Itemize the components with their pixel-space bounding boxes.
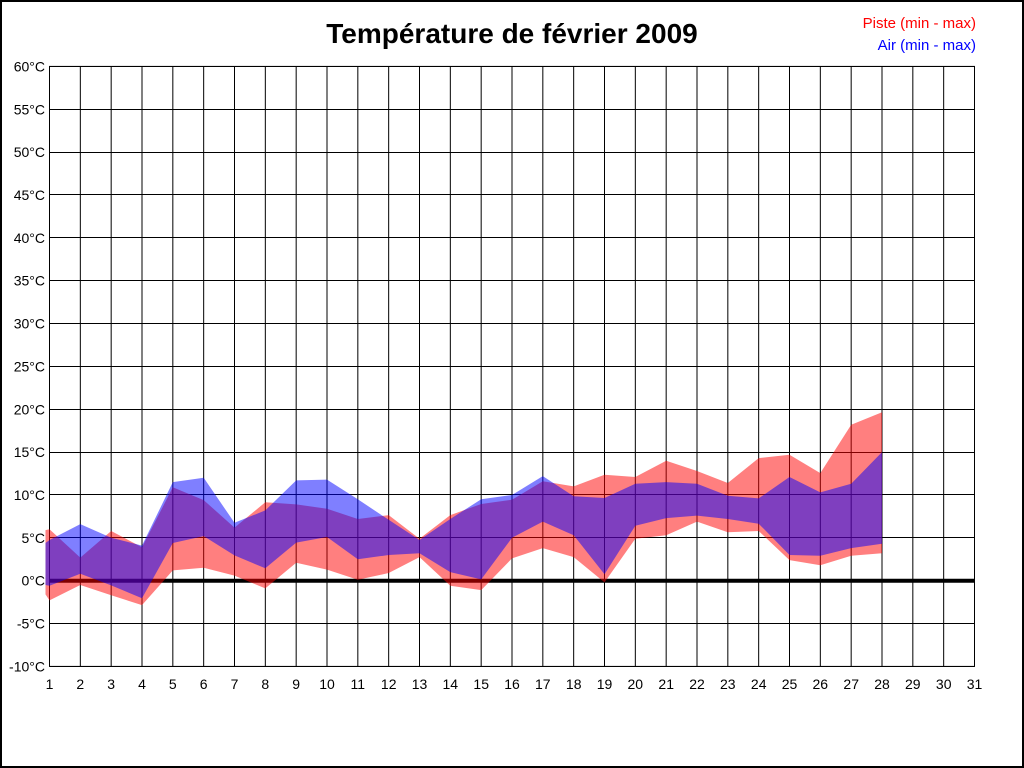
svg-text:20°C: 20°C: [14, 401, 45, 417]
svg-text:-5°C: -5°C: [17, 616, 45, 632]
svg-text:8: 8: [261, 676, 269, 692]
svg-text:21: 21: [658, 676, 674, 692]
svg-text:50°C: 50°C: [14, 144, 45, 160]
svg-text:12: 12: [381, 676, 397, 692]
svg-text:17: 17: [535, 676, 551, 692]
svg-text:25°C: 25°C: [14, 358, 45, 374]
svg-text:29: 29: [905, 676, 921, 692]
svg-text:60°C: 60°C: [14, 58, 45, 74]
svg-text:30: 30: [936, 676, 952, 692]
svg-text:30°C: 30°C: [14, 316, 45, 332]
svg-text:-10°C: -10°C: [9, 658, 45, 674]
svg-text:55°C: 55°C: [14, 101, 45, 117]
svg-text:3: 3: [107, 676, 115, 692]
svg-text:15: 15: [473, 676, 489, 692]
svg-text:0°C: 0°C: [22, 573, 46, 589]
svg-text:26: 26: [813, 676, 829, 692]
svg-text:27: 27: [843, 676, 859, 692]
svg-text:28: 28: [874, 676, 890, 692]
svg-text:5°C: 5°C: [22, 530, 46, 546]
svg-text:25: 25: [782, 676, 798, 692]
svg-text:11: 11: [351, 676, 366, 692]
svg-text:13: 13: [412, 676, 428, 692]
svg-text:4: 4: [138, 676, 146, 692]
svg-text:5: 5: [169, 676, 177, 692]
svg-text:22: 22: [689, 676, 705, 692]
svg-text:9: 9: [292, 676, 300, 692]
svg-text:10: 10: [319, 676, 335, 692]
svg-text:1: 1: [46, 676, 54, 692]
svg-text:15°C: 15°C: [14, 444, 45, 460]
svg-text:2: 2: [76, 676, 84, 692]
svg-text:Température de février 2009: Température de février 2009: [326, 18, 697, 49]
svg-text:24: 24: [751, 676, 767, 692]
svg-text:6: 6: [200, 676, 208, 692]
svg-text:40°C: 40°C: [14, 230, 45, 246]
svg-text:18: 18: [566, 676, 582, 692]
svg-text:20: 20: [628, 676, 644, 692]
svg-text:35°C: 35°C: [14, 273, 45, 289]
svg-text:16: 16: [504, 676, 520, 692]
svg-text:14: 14: [443, 676, 459, 692]
svg-text:Air (min - max): Air (min - max): [878, 37, 976, 54]
svg-text:23: 23: [720, 676, 736, 692]
svg-text:45°C: 45°C: [14, 187, 45, 203]
svg-text:31: 31: [967, 676, 983, 692]
svg-text:7: 7: [231, 676, 239, 692]
svg-text:10°C: 10°C: [14, 487, 45, 503]
svg-text:19: 19: [597, 676, 613, 692]
svg-text:Piste (min - max): Piste (min - max): [863, 15, 976, 32]
